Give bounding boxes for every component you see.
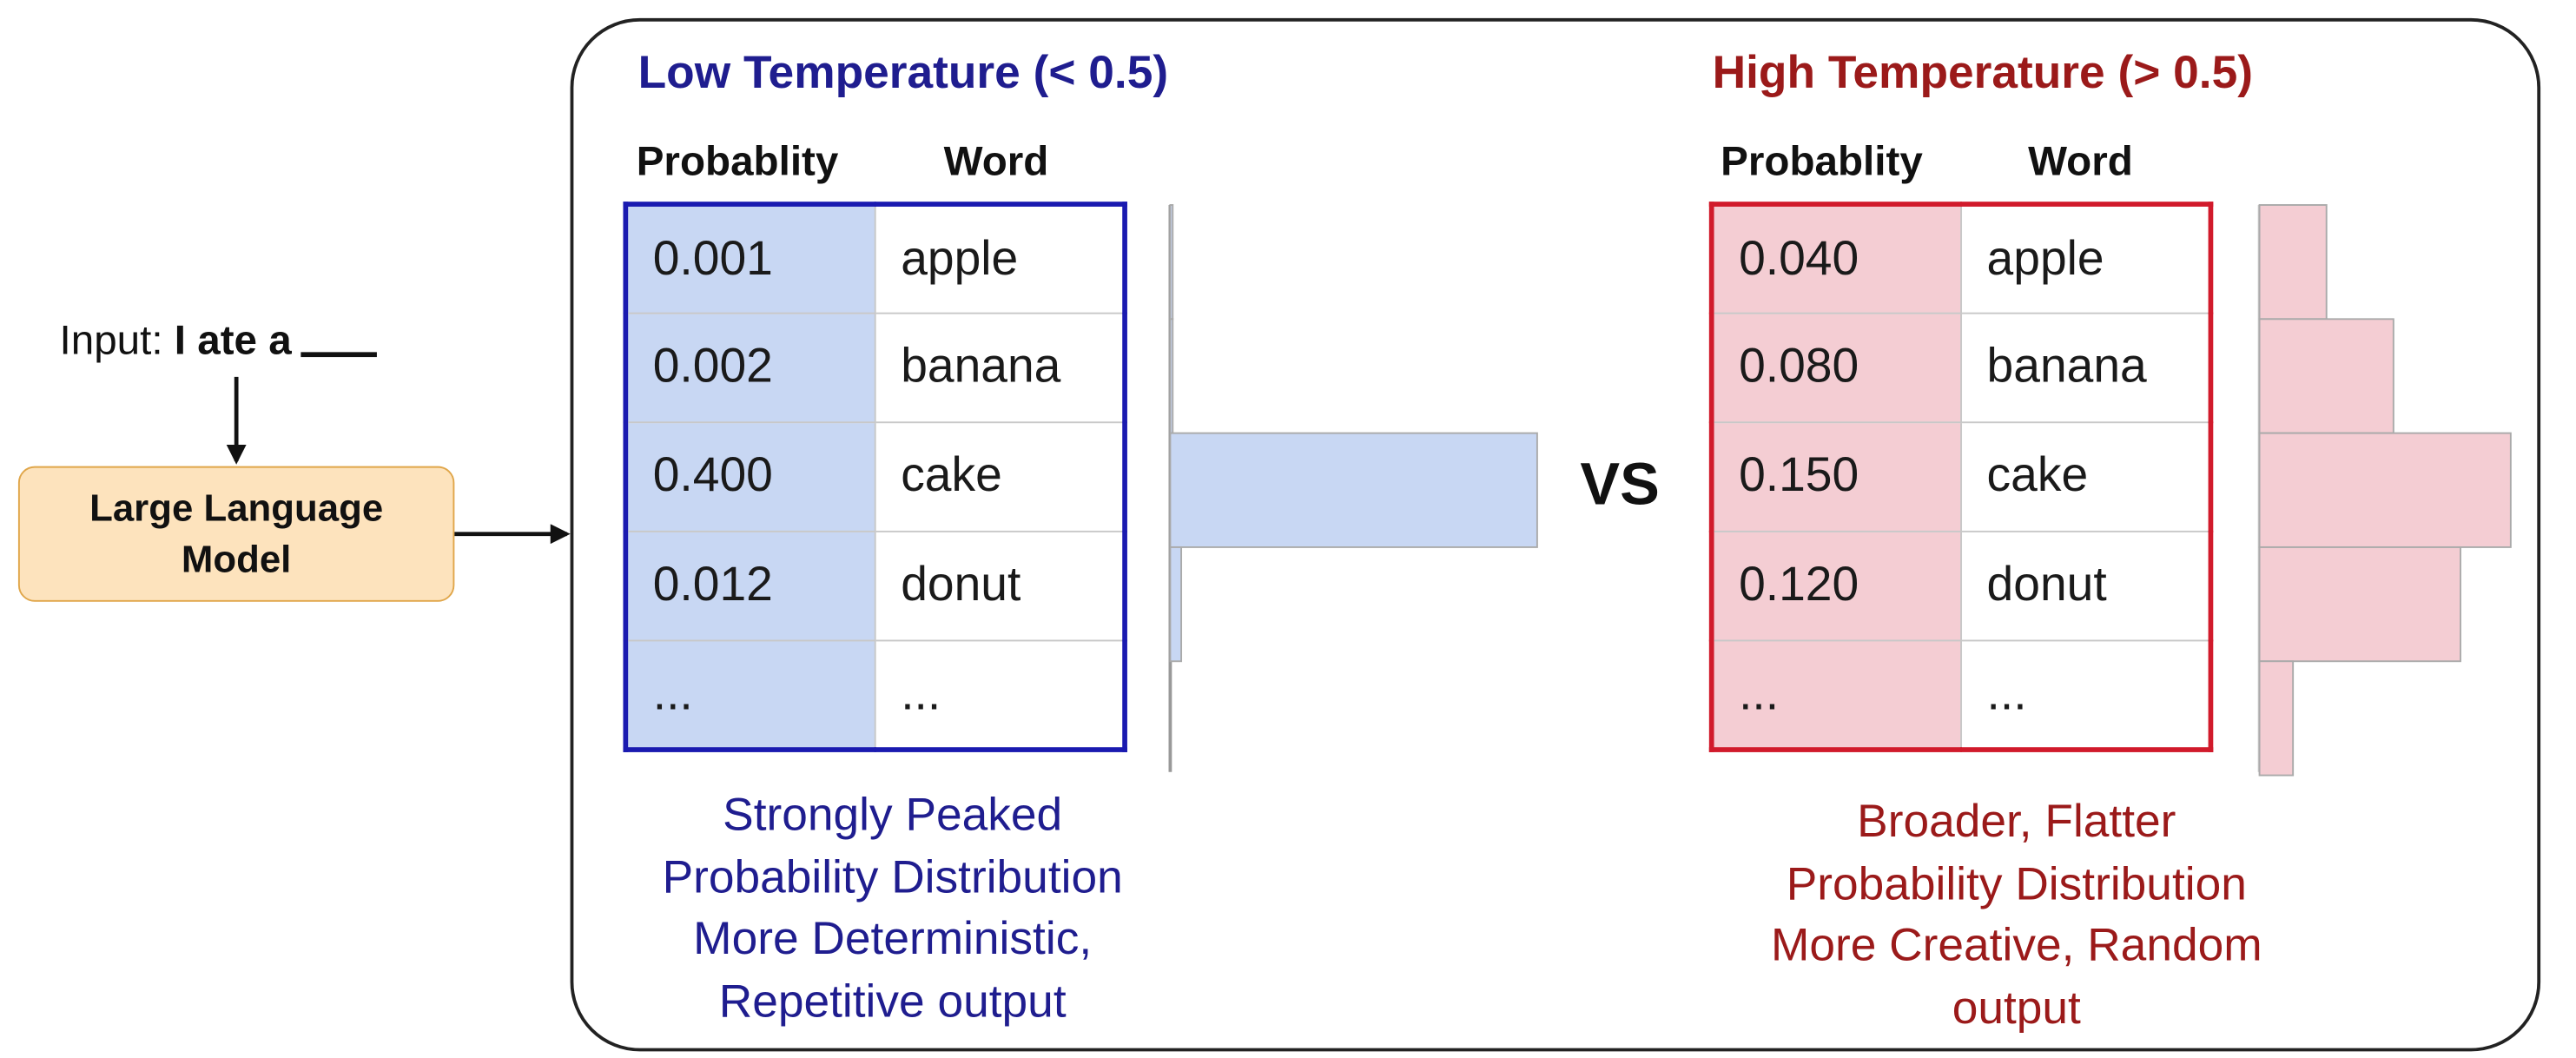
table-row: 0.120 donut (1710, 530, 2212, 642)
word-cell: donut (1960, 530, 2212, 642)
word-cell: cake (874, 421, 1126, 532)
comparison-frame (570, 17, 2541, 1052)
word-cell: banana (1960, 312, 2212, 424)
histogram-bar (1169, 546, 1183, 663)
high-temp-caption: Broader, Flatter Probability Distributio… (1719, 790, 2314, 1038)
prob-cell: 0.040 (1710, 203, 1963, 314)
table-row: ... ... (1710, 639, 2212, 751)
word-cell: donut (874, 530, 1126, 642)
vs-label: VS (1580, 449, 1660, 518)
word-cell: apple (874, 203, 1126, 314)
high-temp-title: High Temperature (> 0.5) (1712, 46, 2253, 98)
high-temp-table: 0.040 apple 0.080 banana 0.150 cake 0.12… (1708, 202, 2214, 752)
histogram-bar (2258, 660, 2295, 777)
input-prompt: Input: I ate a (60, 317, 378, 365)
prob-cell: 0.400 (624, 421, 876, 532)
histogram-bar (2258, 204, 2328, 321)
high-temp-histogram (2257, 204, 2512, 777)
high-col-probability: Probablity (1721, 138, 1923, 186)
caption-line: Strongly Peaked (723, 788, 1063, 840)
prob-cell: ... (624, 639, 876, 751)
low-temp-caption: Strongly Peaked Probability Distribution… (595, 784, 1190, 1031)
table-row: 0.040 apple (1710, 203, 2212, 314)
caption-line: Repetitive output (718, 974, 1067, 1026)
caption-line: More Creative, Random (1770, 919, 2262, 971)
table-row: 0.080 banana (1710, 312, 2212, 424)
histogram-bar (1169, 318, 1174, 434)
prob-cell: 0.001 (624, 203, 876, 314)
input-blank (301, 352, 378, 358)
llm-label-line1: Large Language (89, 486, 384, 529)
histogram-bar (1169, 432, 1538, 548)
histogram-bar (2258, 432, 2512, 548)
low-temp-histogram (1168, 204, 1538, 772)
llm-box: Large Language Model (17, 466, 455, 602)
input-text: I ate a (174, 317, 292, 364)
word-cell: ... (874, 639, 1126, 751)
prob-cell: 0.120 (1710, 530, 1963, 642)
prob-cell: ... (1710, 639, 1963, 751)
caption-line: Probability Distribution (1786, 856, 2247, 909)
table-row: 0.400 cake (624, 421, 1126, 532)
table-row: 0.002 banana (624, 312, 1126, 424)
caption-line: More Deterministic, (693, 912, 1093, 964)
low-col-probability: Probablity (636, 138, 839, 186)
prob-cell: 0.150 (1710, 421, 1963, 532)
table-row: ... ... (624, 639, 1126, 751)
low-temp-title: Low Temperature (< 0.5) (637, 46, 1169, 98)
input-prefix: Input: (59, 317, 163, 364)
low-temp-table: 0.001 apple 0.002 banana 0.400 cake 0.01… (623, 202, 1127, 752)
prob-cell: 0.080 (1710, 312, 1963, 424)
histogram-bar (2258, 546, 2461, 663)
histogram-bar (1169, 204, 1174, 321)
low-col-word: Word (943, 138, 1049, 186)
table-row: 0.001 apple (624, 203, 1126, 314)
histogram-bar (2258, 318, 2394, 434)
caption-line: Broader, Flatter (1857, 795, 2176, 847)
caption-line: output (1952, 981, 2081, 1033)
high-col-word: Word (2028, 138, 2133, 186)
word-cell: banana (874, 312, 1126, 424)
word-cell: ... (1960, 639, 2212, 751)
llm-label-line2: Model (181, 537, 292, 580)
caption-line: Probability Distribution (662, 850, 1123, 903)
prob-cell: 0.002 (624, 312, 876, 424)
word-cell: apple (1960, 203, 2212, 314)
